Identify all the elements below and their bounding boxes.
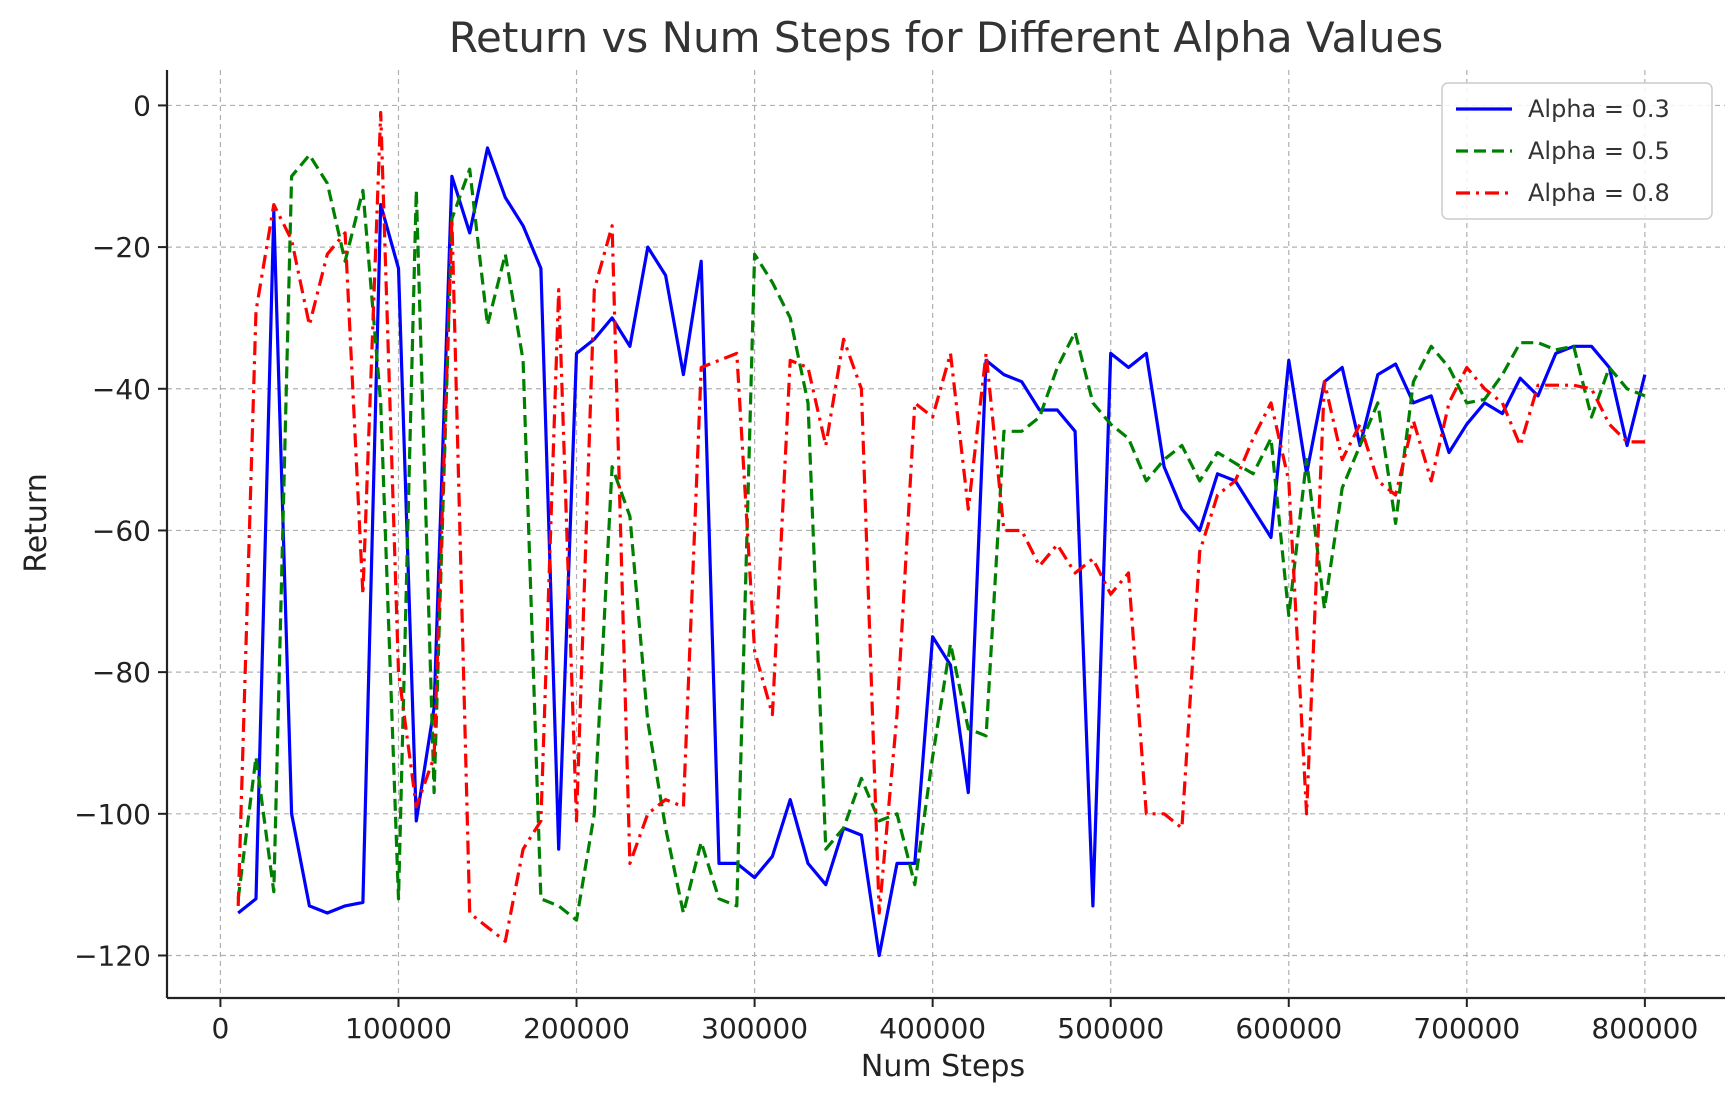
- series-line-2: [236, 153, 1646, 922]
- y-tick-label: 0: [133, 89, 151, 122]
- x-tick-label: 800000: [1591, 1012, 1698, 1045]
- grid-vertical: [219, 70, 1646, 998]
- legend-label-1: Alpha = 0.3: [1528, 95, 1670, 123]
- x-tick-label: 600000: [1235, 1012, 1342, 1045]
- y-tick-label: −40: [92, 373, 151, 406]
- legend-label-2: Alpha = 0.5: [1528, 137, 1670, 165]
- x-tick-label: 700000: [1413, 1012, 1520, 1045]
- series-layer: [236, 110, 1647, 958]
- x-tick-label: 400000: [879, 1012, 986, 1045]
- x-tick-label: 500000: [1057, 1012, 1164, 1045]
- y-axis-title: Return: [19, 473, 54, 573]
- x-ticks: 0 100000 200000 300000 400000 500000 600000 700…: [212, 998, 1698, 1045]
- y-tick-label: −120: [74, 939, 151, 972]
- y-tick-label: −80: [92, 656, 151, 689]
- y-tick-label: −60: [92, 514, 151, 547]
- y-tick-label: −100: [74, 798, 151, 831]
- x-tick-label: 200000: [523, 1012, 630, 1045]
- x-tick-label: 0: [212, 1012, 230, 1045]
- y-tick-label: −20: [92, 231, 151, 264]
- legend: Alpha = 0.3 Alpha = 0.5 Alpha = 0.8: [1441, 82, 1713, 220]
- y-ticks: 0 −20 −40 −60 −80 −100 −120: [74, 89, 167, 972]
- x-axis-title: Num Steps: [861, 1049, 1025, 1084]
- legend-box: [1441, 82, 1713, 220]
- chart-title: Return vs Num Steps for Different Alpha …: [449, 13, 1443, 62]
- legend-label-3: Alpha = 0.8: [1528, 179, 1670, 207]
- x-tick-label: 100000: [345, 1012, 452, 1045]
- x-tick-label: 300000: [701, 1012, 808, 1045]
